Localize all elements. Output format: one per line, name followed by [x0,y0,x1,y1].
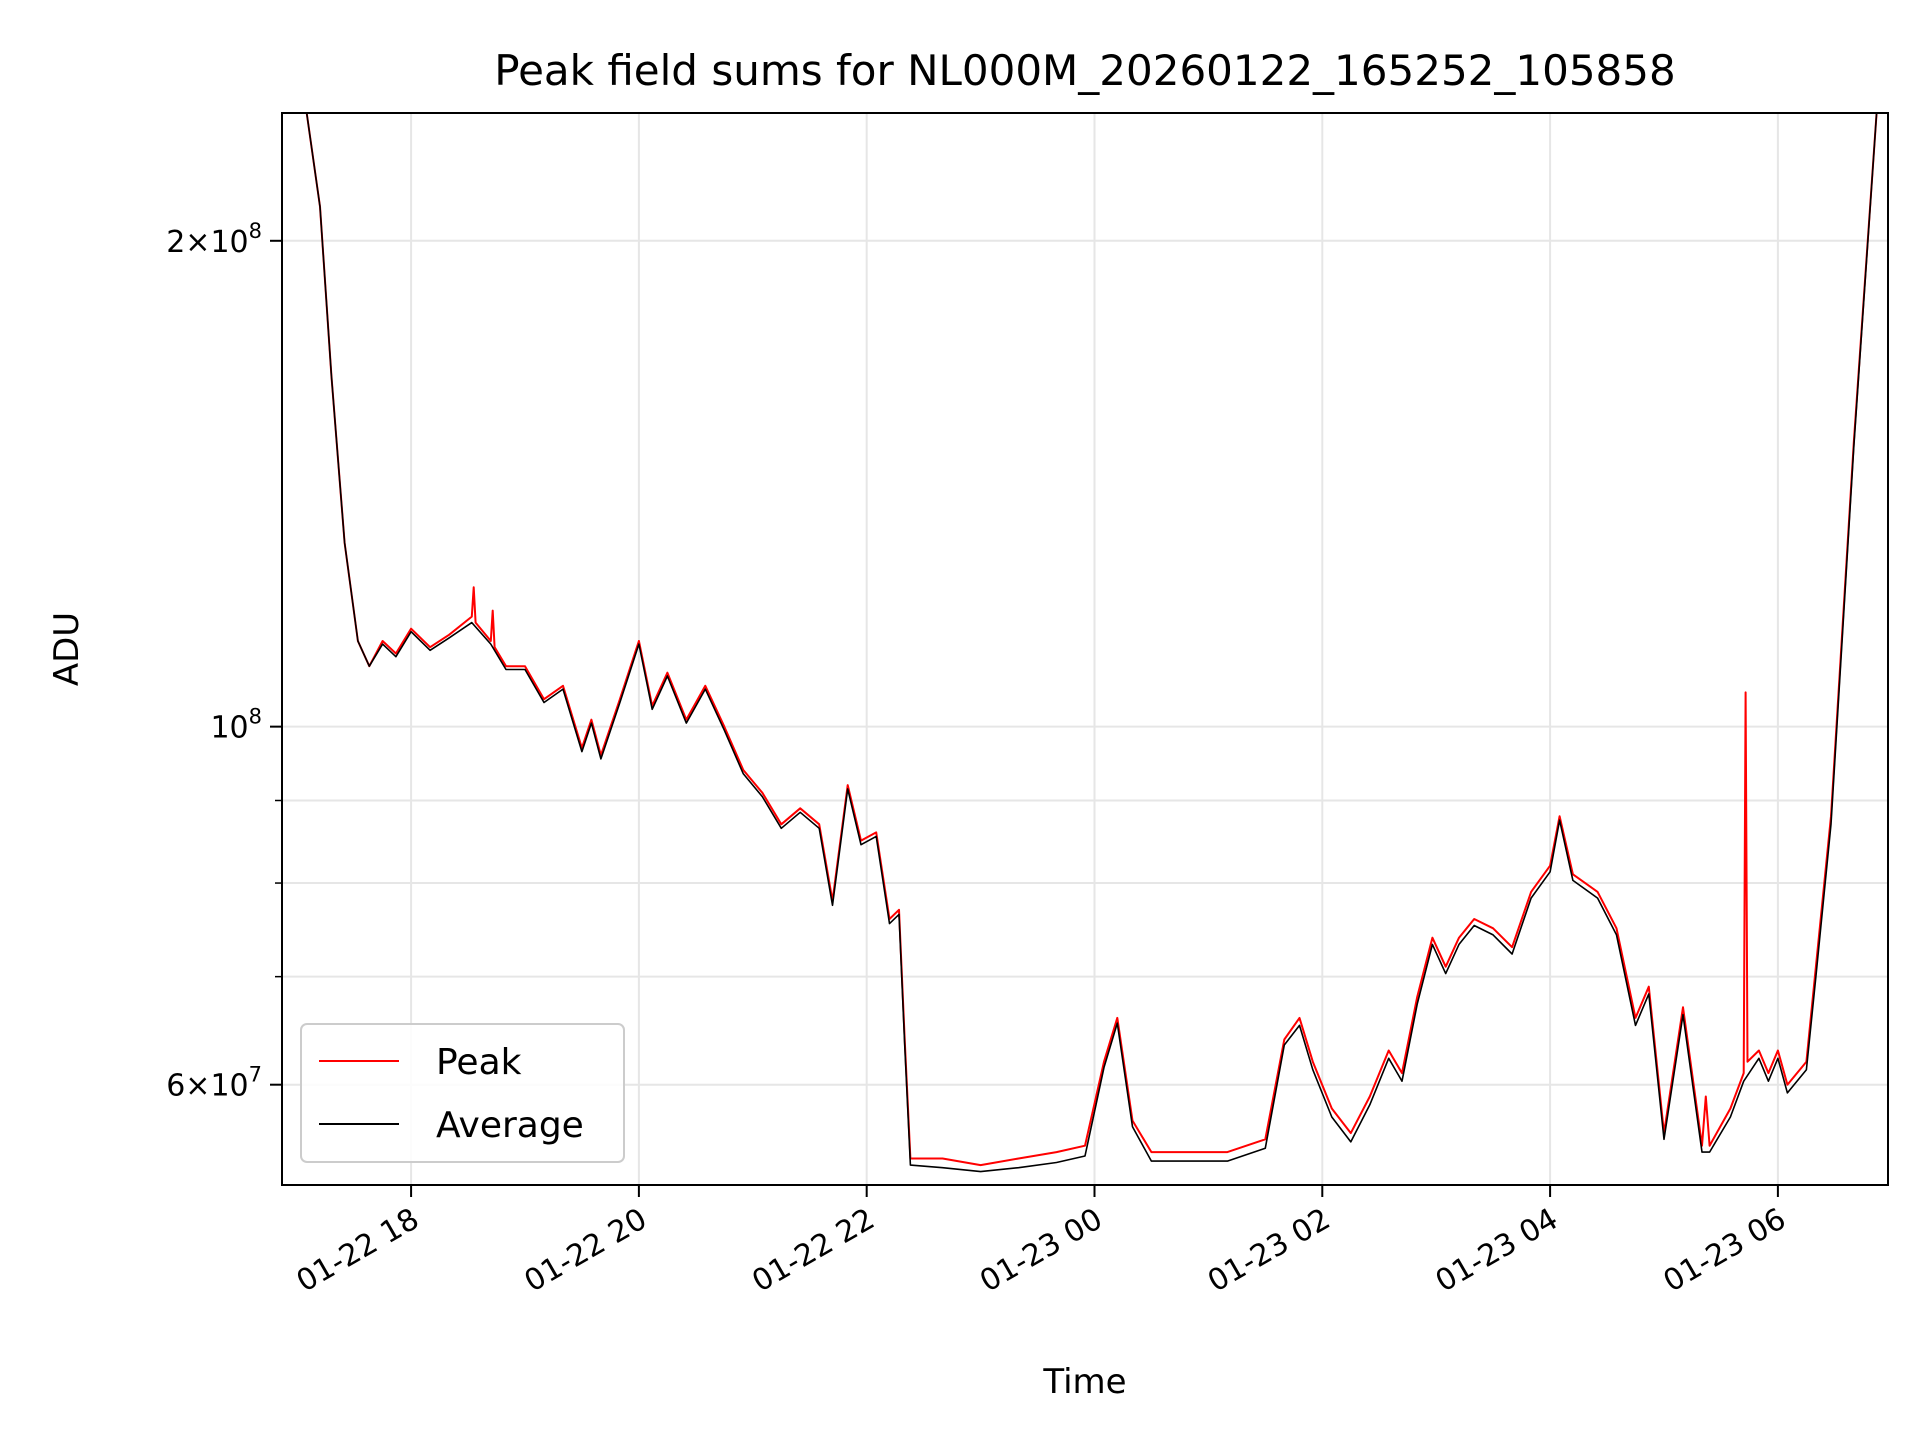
legend-label-peak: Peak [436,1042,522,1083]
series-line-average [282,113,1888,1173]
legend-label-average: Average [436,1105,584,1146]
y-axis: 6×107 108 2×108 [166,219,282,1104]
legend: Peak Average [300,1023,625,1163]
grid [282,113,1888,1185]
chart-title: Peak field sums for NL000M_20260122_1652… [494,46,1675,95]
x-axis-label: Time [1042,1362,1126,1402]
series-layer [282,113,1888,1173]
y-tick-label: 6×107 [166,1063,262,1104]
legend-box [300,1023,625,1163]
plot-frame [281,112,1889,1186]
series-line-peak [282,113,1888,1167]
y-tick-label: 108 [210,705,262,746]
y-axis-label: ADU [47,612,87,686]
y-tick-label: 2×108 [166,219,262,260]
